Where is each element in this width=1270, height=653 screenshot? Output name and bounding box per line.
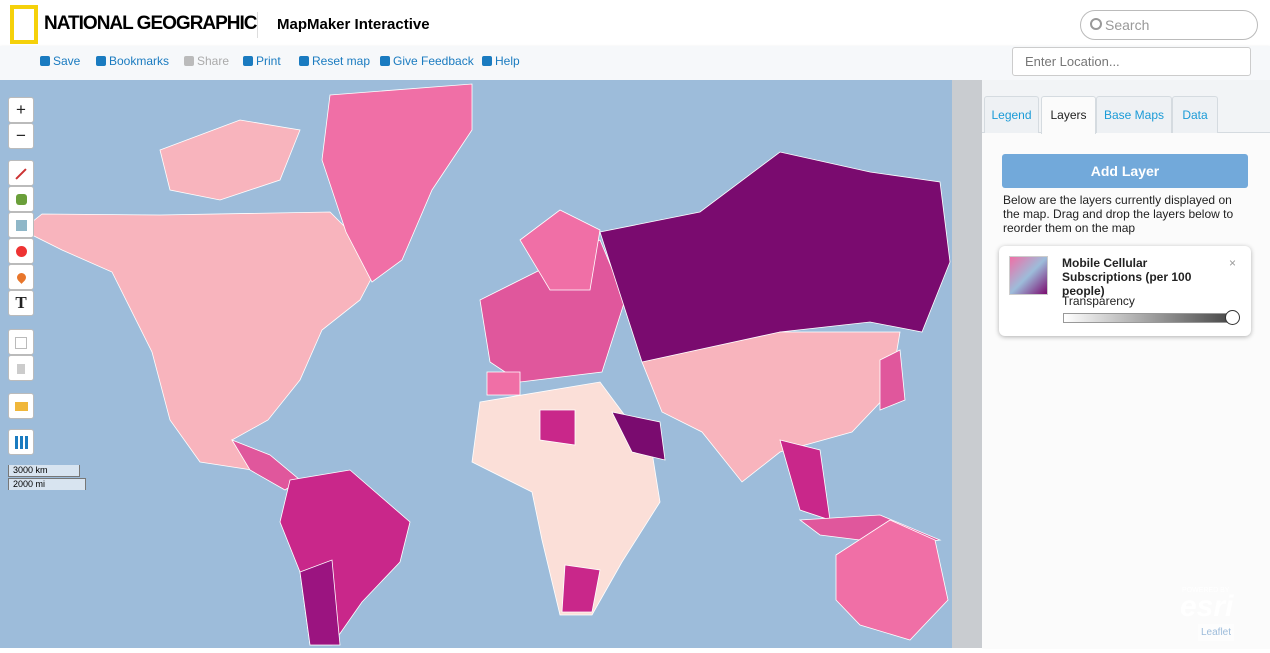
- toolbar-icon: [184, 56, 194, 66]
- brand: NATIONAL GEOGRAPHIC: [44, 13, 258, 34]
- toolbar-item[interactable]: Share: [184, 54, 229, 68]
- toolbar-label[interactable]: Bookmarks: [109, 54, 170, 68]
- logo: [10, 5, 38, 44]
- toolbar-icon: [96, 56, 106, 66]
- toolbar-item[interactable]: Reset map: [299, 54, 370, 68]
- toolbar-label[interactable]: Reset map: [312, 54, 371, 68]
- iberia: [486, 371, 521, 396]
- slider-knob[interactable]: [1225, 310, 1240, 325]
- toolbar-label[interactable]: Print: [256, 54, 281, 68]
- saudi-arabia: [611, 411, 666, 461]
- add-layer-button[interactable]: Add Layer: [1002, 154, 1248, 188]
- search-placeholder: Search: [1105, 17, 1150, 33]
- arctic-islands: [159, 119, 301, 201]
- transparency-slider[interactable]: [1063, 313, 1235, 323]
- location-placeholder: Enter Location...: [1025, 54, 1120, 69]
- header: [0, 0, 1270, 46]
- toolbar-label[interactable]: Help: [495, 54, 520, 68]
- marker-tool[interactable]: [8, 264, 34, 290]
- japan: [879, 349, 906, 411]
- scale-km: 3000 km: [8, 465, 80, 477]
- australia: [835, 519, 949, 641]
- layer-icon: [1009, 256, 1048, 295]
- countries: [21, 83, 951, 646]
- layer-title: Mobile Cellular Subscriptions (per 100 p…: [1062, 256, 1192, 298]
- app-title: MapMaker Interactive: [277, 16, 430, 33]
- leaflet-link[interactable]: Leaflet: [1198, 624, 1235, 641]
- rectangle-tool[interactable]: [8, 212, 34, 238]
- polygon-tool[interactable]: [8, 186, 34, 212]
- argentina: [299, 559, 341, 646]
- toolbar-label[interactable]: Give Feedback: [393, 54, 474, 68]
- toolbar-item[interactable]: Save: [40, 54, 80, 68]
- greenland: [321, 83, 473, 283]
- flag-tool[interactable]: [8, 393, 34, 419]
- powered-by: POWERED BY: [1182, 587, 1230, 594]
- libya: [539, 409, 576, 446]
- toolbar-icon: [243, 56, 253, 66]
- toolbar-icon: [380, 56, 390, 66]
- scale-mi: 2000 mi: [8, 478, 86, 490]
- zoom-out[interactable]: −: [8, 123, 34, 149]
- circle-tool[interactable]: [8, 238, 34, 264]
- scandinavia: [519, 209, 601, 291]
- south-africa: [561, 564, 601, 613]
- panel-tab[interactable]: Legend: [984, 96, 1039, 133]
- toolbar-icon: [482, 56, 492, 66]
- toolbar-label[interactable]: Share: [197, 54, 230, 68]
- toolbar-item[interactable]: Help: [482, 54, 520, 68]
- gutter: [952, 80, 982, 648]
- esri-logo: esri: [1180, 590, 1234, 623]
- toolbar-icon: [299, 56, 309, 66]
- grid-tool[interactable]: [8, 429, 34, 455]
- zoom-in[interactable]: +: [8, 97, 34, 123]
- toolbar-label[interactable]: Save: [53, 54, 81, 68]
- panel-tab[interactable]: Layers: [1041, 96, 1096, 134]
- panel-body: [982, 132, 1270, 649]
- delete-tool[interactable]: [8, 355, 34, 381]
- edit-tool[interactable]: [8, 329, 34, 355]
- toolbar-item[interactable]: Bookmarks: [96, 54, 169, 68]
- asia: [641, 331, 901, 483]
- divider: [257, 12, 258, 38]
- toolbar-item[interactable]: Give Feedback: [380, 54, 474, 68]
- search-box[interactable]: [1080, 10, 1258, 40]
- location-input[interactable]: [1012, 47, 1251, 76]
- search-icon: [1090, 18, 1102, 30]
- toolbar-item[interactable]: Print: [243, 54, 281, 68]
- description: Below are the layers currently displayed…: [1003, 193, 1234, 235]
- toolbar-icon: [40, 56, 50, 66]
- layer-close[interactable]: ×: [1229, 256, 1237, 270]
- map[interactable]: [0, 80, 952, 648]
- text-tool[interactable]: T: [8, 290, 34, 316]
- panel-tab[interactable]: Data: [1172, 96, 1218, 133]
- panel-tab[interactable]: Base Maps: [1096, 96, 1172, 133]
- transparency-label: Transparency: [1062, 294, 1135, 308]
- line-tool[interactable]: [8, 160, 34, 186]
